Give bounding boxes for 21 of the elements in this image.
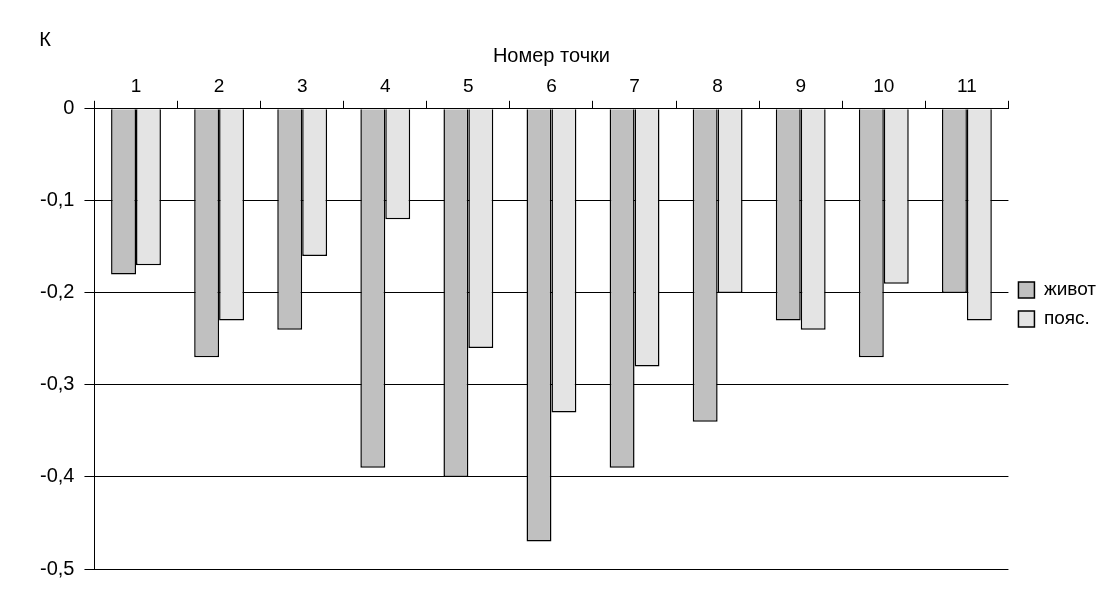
y-tick-label: 0 (63, 96, 75, 119)
x-tick-label: 1 (130, 74, 142, 96)
x-tick-label: 10 (873, 74, 895, 96)
legend-label: живот (1043, 278, 1097, 300)
y-tick-label: -0,1 (39, 188, 75, 211)
x-tick-label: 4 (379, 74, 391, 96)
y-tick-label: -0,2 (39, 280, 75, 303)
x-tick-label: 2 (213, 74, 225, 96)
y-tick-label: -0,4 (39, 464, 75, 487)
y-tick-label: -0,3 (39, 372, 75, 395)
x-tick-label: 11 (957, 74, 977, 96)
y-tick-label: -0,5 (39, 556, 75, 579)
x-tick-label: 7 (629, 74, 640, 96)
x-tick-label: 3 (296, 74, 308, 96)
x-tick-label: 5 (463, 74, 474, 96)
legend-label: пояс. (1043, 307, 1090, 329)
x-tick-label: 9 (795, 74, 807, 96)
x-tick-label: 8 (712, 74, 723, 96)
y-axis-title: К (39, 27, 52, 50)
x-tick-label: 6 (546, 74, 557, 96)
x-axis-title: Номер точки (492, 43, 610, 66)
